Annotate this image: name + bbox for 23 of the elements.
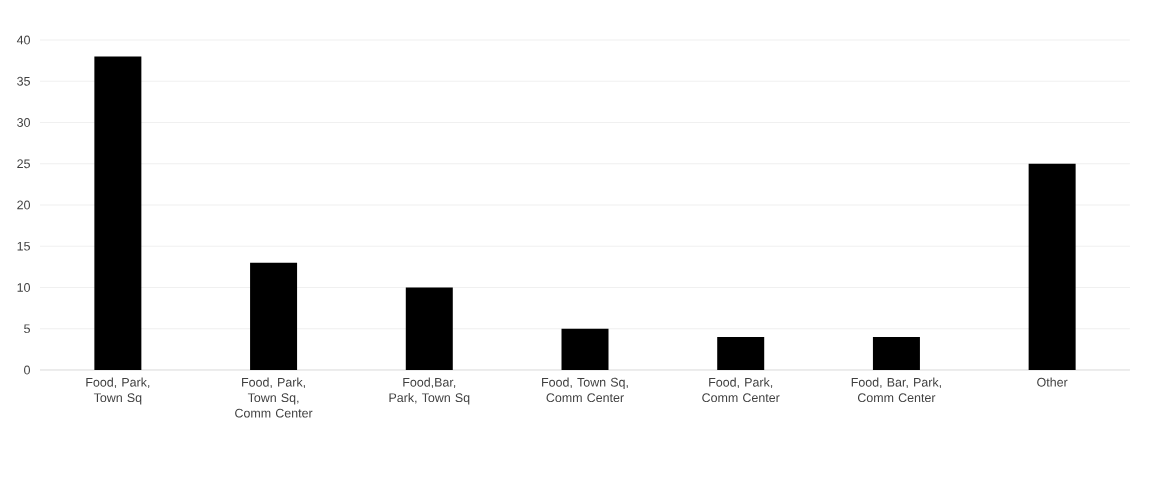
bar — [561, 328, 609, 370]
y-tick-label: 30 — [17, 118, 30, 127]
x-tick-label: Food, Town Sq, Comm Center — [542, 377, 628, 403]
bar — [872, 336, 920, 370]
bar — [1028, 163, 1076, 370]
y-tick-label: 0 — [24, 365, 30, 375]
x-tick-label: Food, Park, Town Sq — [86, 377, 150, 405]
bar — [717, 336, 765, 370]
y-tick-label: 20 — [17, 200, 30, 210]
x-tick-label: Food, Park, Comm Center — [702, 377, 780, 403]
y-tick-label: 25 — [17, 159, 30, 169]
y-tick-label: 5 — [24, 324, 30, 334]
x-tick-label: Food, Bar, Park, Comm Center — [851, 377, 941, 403]
bar — [250, 262, 298, 370]
x-tick-label: Other — [1037, 377, 1068, 387]
y-tick-label: 40 — [16, 35, 30, 45]
bar — [94, 56, 142, 370]
bar — [405, 287, 453, 370]
y-tick-label: 35 — [17, 76, 30, 86]
y-tick-label: 15 — [17, 241, 30, 251]
x-tick-label: Food, Park, Town Sq, Comm Center — [235, 377, 313, 418]
x-tick-label: Food,Bar, Park, Town Sq — [389, 377, 470, 405]
y-tick-label: 10 — [17, 283, 30, 292]
